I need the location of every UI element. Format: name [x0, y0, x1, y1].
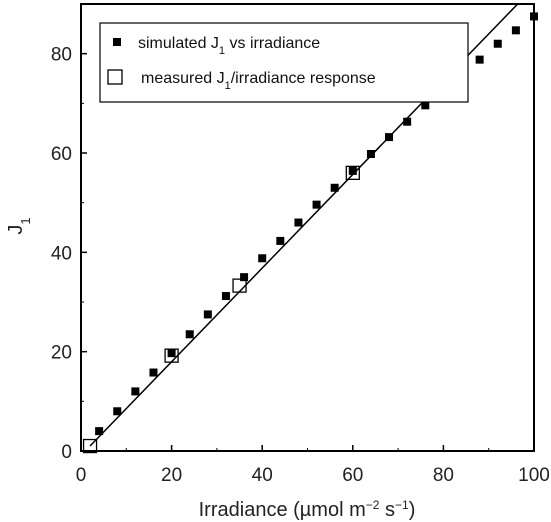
x-tick-label: 0	[76, 465, 87, 486]
x-tick-label: 60	[342, 465, 363, 486]
measured-point	[345, 165, 360, 181]
x-axis-title: Irradiance (µmol m−2 s−1)	[199, 498, 416, 521]
simulated-point	[366, 149, 375, 158]
legend-label-measured: measured J1/irradiance response	[141, 70, 376, 92]
y-tick-label: 80	[51, 45, 72, 66]
y-tick-label: 60	[51, 144, 72, 165]
y-tick-label: 20	[51, 343, 72, 364]
y-axis-title: J1	[5, 217, 33, 234]
y-tick-label: 0	[61, 442, 72, 463]
simulated-point	[131, 387, 140, 396]
simulated-point	[348, 166, 357, 175]
legend: simulated J1 vs irradiance measured J1/i…	[99, 22, 469, 103]
simulated-point	[95, 427, 104, 436]
simulated-point	[421, 101, 430, 110]
simulated-point	[493, 39, 502, 48]
measured-point	[82, 438, 98, 454]
legend-box	[99, 22, 469, 103]
simulated-series	[95, 12, 538, 436]
simulated-point	[149, 368, 158, 377]
y-axis-ticks: 0 20 40 60 80	[51, 45, 87, 463]
x-tick-label: 40	[252, 465, 273, 486]
legend-marker-simulated	[113, 38, 121, 46]
y-tick-label: 40	[51, 243, 72, 264]
simulated-point	[294, 218, 303, 227]
simulated-point	[240, 273, 249, 282]
simulated-point	[185, 330, 194, 339]
simulated-point	[330, 183, 339, 192]
simulated-point	[203, 310, 212, 319]
legend-marker-measured	[107, 69, 123, 85]
simulated-point	[276, 236, 285, 245]
simulated-point	[475, 55, 484, 64]
legend-label-simulated: simulated J1 vs irradiance	[138, 35, 320, 57]
simulated-point	[221, 292, 230, 301]
simulated-point	[167, 349, 176, 358]
measured-point	[232, 278, 247, 293]
x-tick-label: 20	[161, 465, 182, 486]
measured-point	[164, 348, 179, 363]
simulated-point	[258, 254, 267, 263]
simulated-point	[113, 407, 122, 416]
x-tick-label: 100	[518, 465, 550, 486]
measured-series	[82, 165, 360, 454]
simulated-point	[385, 133, 394, 142]
simulated-point	[511, 26, 520, 35]
simulated-point	[312, 200, 321, 209]
simulated-point	[403, 117, 412, 126]
x-tick-label: 80	[433, 465, 454, 486]
x-axis-ticks: 0 20 40 60 80 100	[76, 445, 550, 486]
